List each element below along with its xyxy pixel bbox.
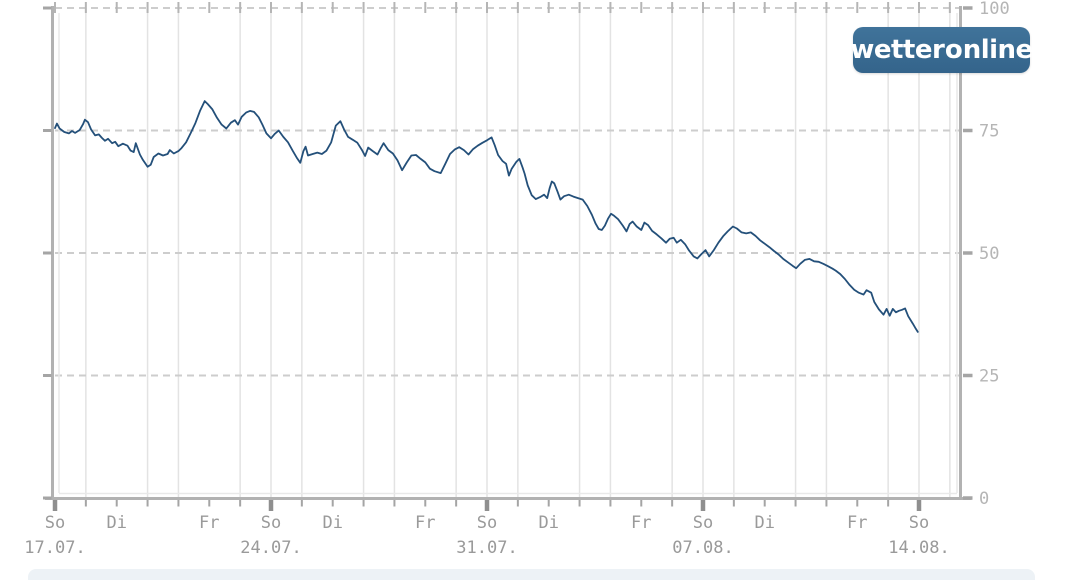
y-axis-label: 50: [979, 244, 999, 264]
x-axis-day-label: Fr: [415, 513, 435, 533]
x-axis-day-label: Fr: [631, 513, 651, 533]
x-axis-date-label: 24.07.: [240, 538, 301, 558]
x-axis-date-label: 31.07.: [456, 538, 517, 558]
y-axis-label: 25: [979, 367, 999, 387]
logo-o-accent-icon: o: [944, 35, 963, 65]
wetteronline-logo[interactable]: wetter o nline: [850, 27, 1033, 73]
x-axis-day-label: So: [477, 513, 497, 533]
x-axis-day-label: So: [693, 513, 713, 533]
bottom-scroll-strip: [28, 569, 1035, 580]
x-axis-date-label: 14.08.: [888, 538, 949, 558]
x-axis-date-label: 17.07.: [24, 538, 85, 558]
logo-text-nline: nline: [962, 35, 1033, 65]
data-line: [54, 100, 919, 333]
y-axis-label: 0: [979, 489, 989, 509]
x-axis-day-label: Di: [754, 513, 774, 533]
x-axis-day-label: So: [909, 513, 929, 533]
y-axis-label: 100: [979, 0, 1010, 19]
x-axis-date-label: 07.08.: [672, 538, 733, 558]
x-axis-day-label: Fr: [847, 513, 867, 533]
x-axis-day-label: So: [45, 513, 65, 533]
x-axis-day-label: Fr: [199, 513, 219, 533]
x-axis-day-label: Di: [538, 513, 558, 533]
x-axis-day-label: So: [261, 513, 281, 533]
y-axis-label: 75: [979, 122, 999, 142]
logo-text-wetter: wetter: [850, 35, 945, 65]
x-axis-day-label: Di: [106, 513, 126, 533]
x-axis-day-label: Di: [322, 513, 342, 533]
